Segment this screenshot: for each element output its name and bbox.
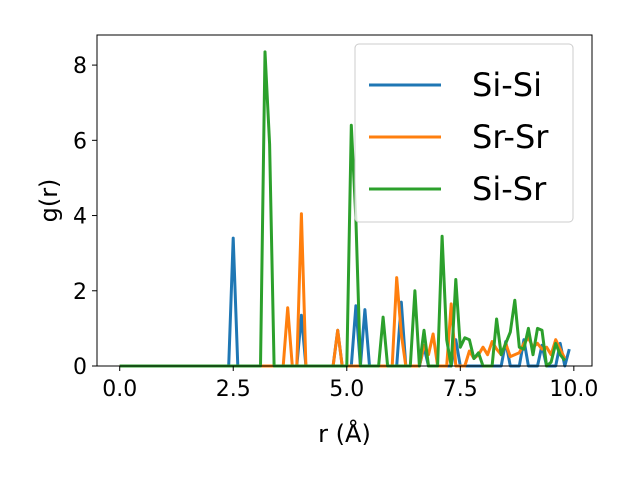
y-tick-label: 0 — [73, 355, 87, 380]
x-tick-label: 2.5 — [216, 377, 251, 402]
series-line-si-sr — [119, 50, 566, 368]
y-tick-label: 6 — [73, 129, 87, 154]
legend-label-si-sr: Si-Sr — [472, 170, 547, 208]
axis-ticks: 0.0 2.5 5.0 7.5 10.0 0 2 4 6 8 — [73, 54, 598, 402]
series-line-sr-sr — [119, 212, 567, 368]
legend-box — [354, 43, 574, 223]
legend-label-si-si: Si-Si — [472, 66, 542, 104]
x-tick-label: 5.0 — [329, 377, 364, 402]
legend-label-sr-sr: Sr-Sr — [472, 118, 549, 156]
x-tick-label: 10.0 — [549, 377, 598, 402]
y-tick-label: 2 — [73, 280, 87, 305]
plot-frame — [96, 34, 593, 367]
y-axis-label: g(r) — [35, 179, 63, 223]
legend: Si-Si Sr-Sr Si-Sr — [354, 43, 574, 223]
y-tick-label: 4 — [73, 205, 87, 230]
y-tick-label: 8 — [73, 54, 87, 79]
x-axis-label: r (Å) — [318, 419, 371, 448]
x-tick-label: 7.5 — [443, 377, 478, 402]
series-line-si-si — [119, 236, 571, 368]
x-tick-label: 0.0 — [102, 377, 137, 402]
